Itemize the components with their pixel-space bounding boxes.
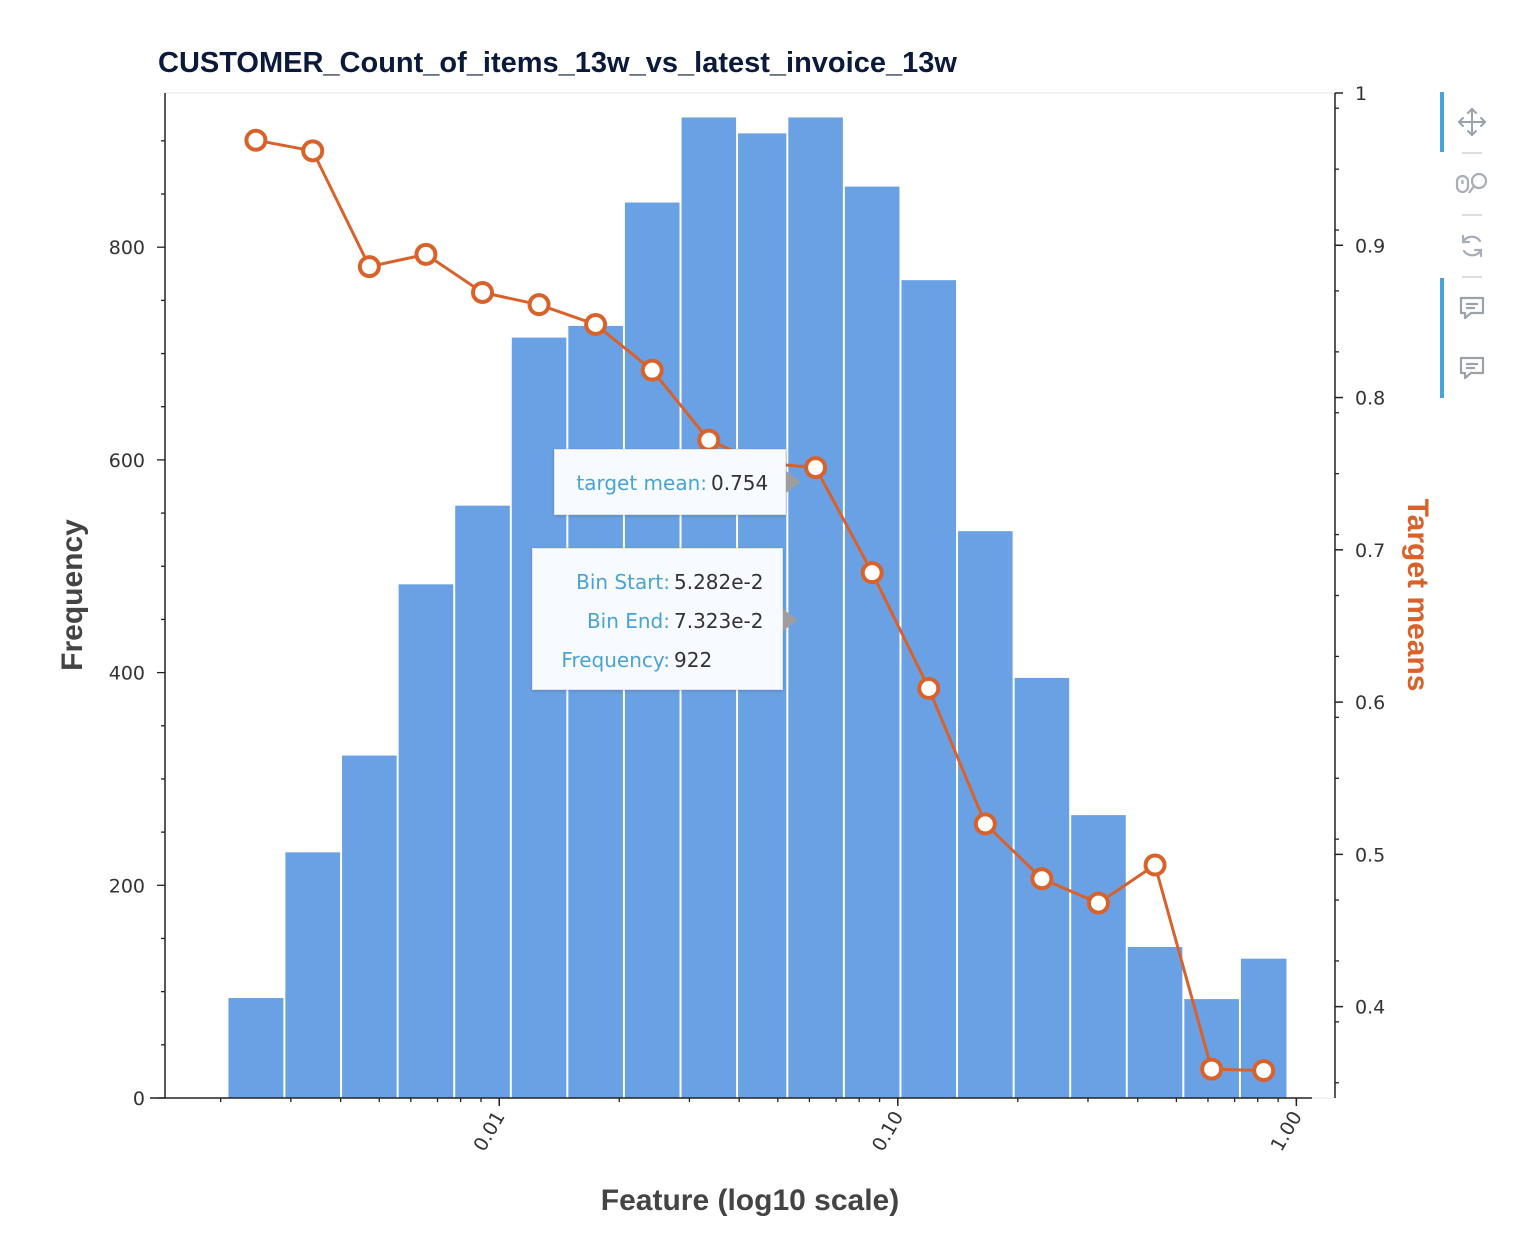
y2-axis-label: Target means (1401, 499, 1434, 692)
wheel-zoom-icon (1455, 172, 1488, 194)
tooltip-bin-end-key: Bin End: (586, 608, 670, 633)
target-mean-point[interactable] (973, 812, 997, 836)
chart-title: CUSTOMER_Count_of_items_13w_vs_latest_in… (158, 47, 957, 79)
pan-icon (1458, 108, 1486, 136)
y2-tick-label: 0.4 (1355, 997, 1385, 1019)
target-mean-point[interactable] (1086, 891, 1110, 915)
pan-tool-button[interactable] (1448, 98, 1496, 146)
target-mean-point[interactable] (471, 280, 495, 304)
target-mean-point[interactable] (1252, 1059, 1276, 1083)
reset-tool-button[interactable] (1448, 222, 1496, 270)
y2-tick-label: 0.5 (1355, 844, 1385, 866)
tooltip-bin-start-key: Bin Start: (576, 569, 670, 594)
y-tick-label: 400 (109, 663, 145, 685)
target-mean-point[interactable] (244, 128, 268, 152)
bar-tooltip: Bin Start: 5.282e-2 Bin End: 7.323e-2 Fr… (532, 548, 798, 690)
histogram-bar[interactable] (228, 998, 284, 1098)
tooltip-target-mean-value: 0.754 (711, 471, 769, 495)
y2-tick-label: 0.6 (1355, 692, 1385, 714)
toolbar-divider (1462, 276, 1482, 278)
tooltip-frequency-key: Frequency: (561, 647, 670, 672)
hover-tool-button[interactable] (1448, 284, 1496, 332)
tooltip-pointer-icon (783, 609, 798, 631)
histogram-bar[interactable] (844, 186, 900, 1099)
histogram-bar[interactable] (568, 325, 623, 1098)
histogram-bar[interactable] (285, 852, 341, 1098)
y-tick-label: 600 (109, 450, 145, 472)
x-tick-label: 1.00 (1266, 1108, 1306, 1156)
y2-tick-label: 0.9 (1355, 235, 1385, 257)
y2-tick-label: 1 (1355, 83, 1367, 105)
target-mean-point[interactable] (584, 312, 608, 336)
tooltip-pointer-icon (786, 471, 801, 493)
y-axis-label: Frequency (56, 519, 89, 671)
target-mean-point[interactable] (697, 428, 721, 452)
tooltip-bin-start-value: 5.282e-2 (674, 569, 764, 594)
tooltip-target-mean-key: target mean: (576, 471, 707, 495)
target-mean-point[interactable] (414, 242, 438, 266)
histogram-bar[interactable] (342, 755, 397, 1098)
target-mean-point[interactable] (804, 456, 828, 480)
target-mean-point[interactable] (527, 293, 551, 317)
hover-active-indicator (1440, 278, 1444, 398)
x-tick-label: 0.01 (469, 1108, 509, 1156)
tooltip-frequency-value: 922 (674, 647, 713, 672)
toolbar-divider (1462, 152, 1482, 154)
histogram-bar[interactable] (1184, 999, 1239, 1098)
x-axis-label: Feature (log10 scale) (601, 1184, 899, 1217)
histogram-bar[interactable] (455, 505, 510, 1099)
histogram-bar[interactable] (1127, 946, 1183, 1098)
x-tick-label: 0.10 (868, 1108, 908, 1156)
target-mean-point[interactable] (1143, 853, 1167, 877)
histogram-bar[interactable] (398, 584, 454, 1098)
y-tick-label: 200 (109, 875, 145, 897)
hover-icon (1459, 296, 1485, 320)
target-mean-point[interactable] (1030, 867, 1054, 891)
pan-active-indicator (1440, 92, 1444, 152)
y-tick-label: 0 (133, 1088, 145, 1110)
target-mean-point[interactable] (1200, 1057, 1224, 1081)
chart-toolbar (1440, 90, 1500, 410)
toolbar-divider (1462, 214, 1482, 216)
hover-icon (1459, 356, 1485, 380)
y-tick-label: 800 (109, 237, 145, 259)
reset-icon (1461, 234, 1483, 258)
target-mean-point[interactable] (917, 676, 941, 700)
target-mean-point[interactable] (640, 358, 664, 382)
line-tooltip: target mean: 0.754 (554, 449, 801, 515)
tooltip-bin-end-value: 7.323e-2 (674, 608, 764, 633)
y2-tick-label: 0.8 (1355, 388, 1385, 410)
target-mean-point[interactable] (357, 255, 381, 279)
y2-tick-label: 0.7 (1355, 540, 1385, 562)
target-mean-point[interactable] (860, 561, 884, 585)
wheel-zoom-tool-button[interactable] (1448, 160, 1496, 208)
target-mean-point[interactable] (301, 139, 325, 163)
hover-tool-button-2[interactable] (1448, 344, 1496, 392)
histogram-bar[interactable] (788, 117, 843, 1098)
histogram-bar[interactable] (1071, 815, 1126, 1098)
